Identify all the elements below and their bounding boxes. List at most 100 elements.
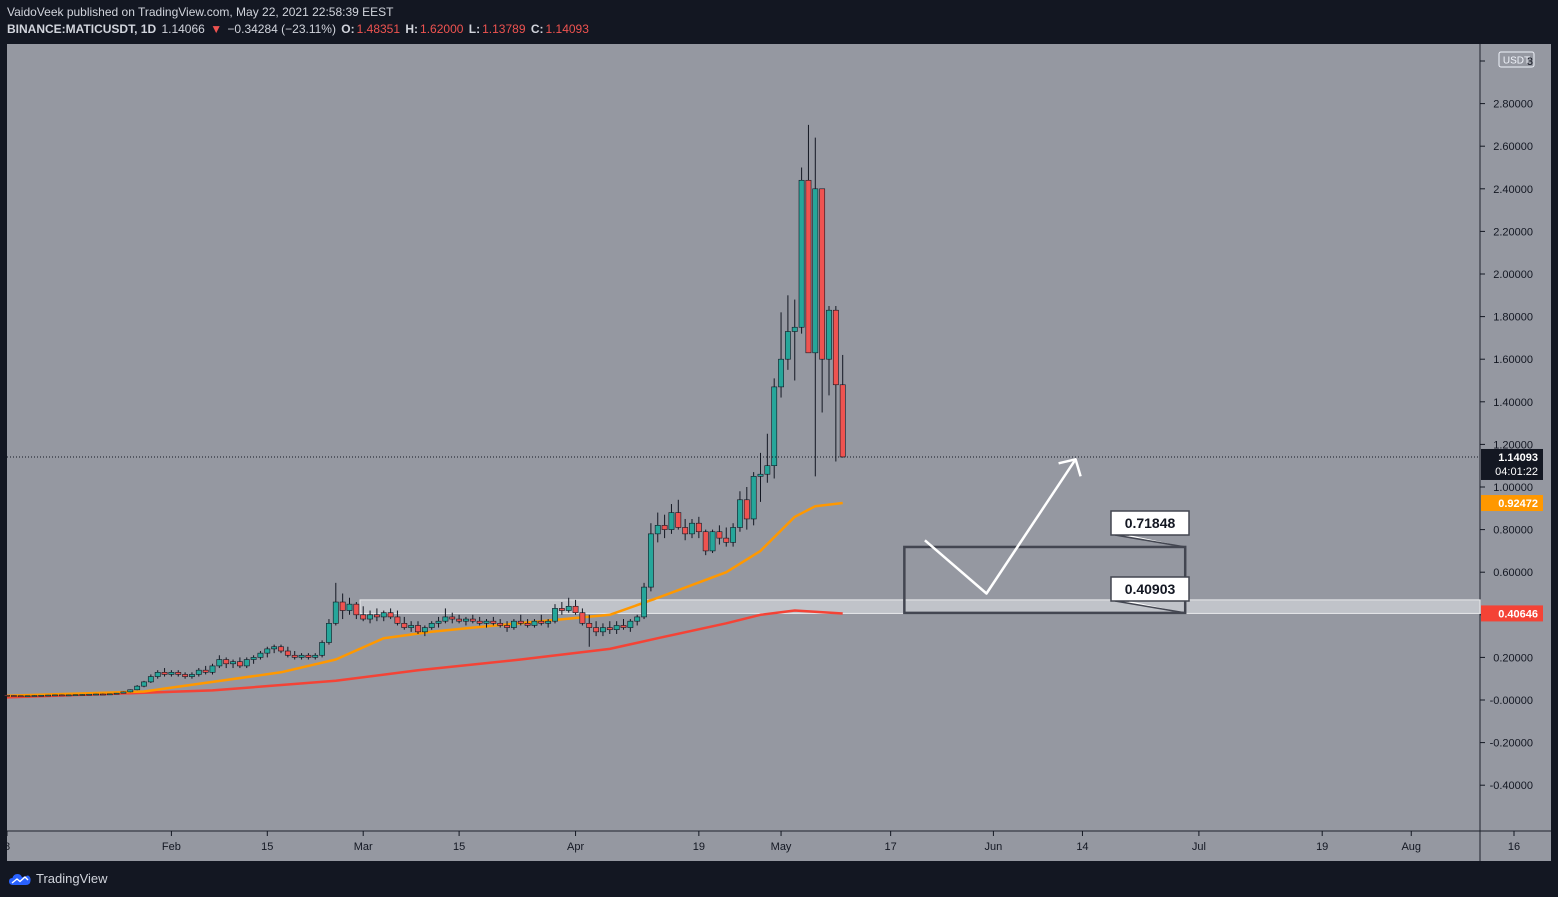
candle-up bbox=[647, 533, 654, 588]
candle-down bbox=[606, 627, 613, 631]
candles bbox=[4, 124, 846, 698]
candle-up bbox=[812, 188, 819, 354]
last-price-label: 1.14093 bbox=[1498, 452, 1538, 464]
candle-up bbox=[510, 620, 517, 628]
last-price-badge-bg bbox=[1481, 448, 1543, 480]
candle-up bbox=[147, 676, 154, 683]
candle-up bbox=[771, 386, 778, 467]
high-label: H: bbox=[405, 22, 419, 36]
price-tick-label: 1.60000 bbox=[1493, 354, 1533, 366]
candle-up bbox=[600, 627, 606, 633]
candle-up bbox=[127, 689, 134, 693]
candle-up bbox=[93, 693, 99, 696]
low-value: 1.13789 bbox=[482, 22, 526, 36]
open-value: 1.48351 bbox=[356, 22, 401, 36]
price-tick-label: 2.20000 bbox=[1493, 226, 1533, 238]
candle-up bbox=[737, 499, 743, 528]
countdown-label: 04:01:22 bbox=[1495, 466, 1538, 478]
candle-down bbox=[17, 695, 24, 698]
tradingview-logo[interactable]: TradingView bbox=[8, 871, 108, 886]
price-tick-label: -0.00000 bbox=[1490, 695, 1533, 707]
candle-down bbox=[449, 616, 456, 620]
support-zone-layer bbox=[359, 599, 1481, 614]
candle-up bbox=[243, 659, 250, 667]
high-value: 1.62000 bbox=[420, 22, 464, 36]
candle-down bbox=[291, 654, 298, 658]
candle-down bbox=[620, 625, 627, 628]
candle-up bbox=[346, 603, 353, 611]
price-tick-label: 1.20000 bbox=[1493, 439, 1533, 451]
candle-up bbox=[826, 309, 832, 360]
last-value: 1.14066 bbox=[161, 22, 205, 36]
candle-up bbox=[45, 694, 51, 697]
candle-down bbox=[223, 659, 230, 665]
time-tick-label: Jun bbox=[985, 841, 1003, 853]
candle-up bbox=[65, 694, 72, 697]
price-chart[interactable]: 3 2.80000 2.60000 2.40000 2.20000 2.00000 1.80… bbox=[0, 44, 1558, 861]
candle-up bbox=[264, 648, 271, 654]
candle-up bbox=[52, 694, 58, 697]
time-tick-label: Jul bbox=[1192, 841, 1206, 853]
price-scale[interactable] bbox=[1480, 44, 1551, 831]
drawings: 0.71848 0.40903 bbox=[7, 456, 1480, 615]
candle-up bbox=[778, 358, 784, 388]
ema-orange-label-bg bbox=[1481, 495, 1543, 512]
candle-up bbox=[209, 665, 216, 673]
time-tick-label: 16 bbox=[1508, 841, 1520, 853]
candle-up bbox=[230, 661, 236, 665]
candle-up bbox=[784, 331, 791, 360]
candle-down bbox=[360, 614, 367, 620]
candle-up bbox=[106, 693, 113, 696]
price-tick-label: 0.60000 bbox=[1493, 567, 1533, 579]
open-label: O: bbox=[341, 22, 355, 36]
candle-down bbox=[4, 695, 10, 697]
chart-pane[interactable] bbox=[7, 44, 1480, 831]
candle-down bbox=[469, 618, 476, 622]
candle-down bbox=[161, 672, 168, 675]
time-ticks: 8 Feb 15 Mar 15 Apr 19 May 17 Jun 14 Jul 19 Aug 16 bbox=[4, 831, 1520, 853]
candle-down bbox=[394, 616, 401, 624]
symbol-label[interactable]: BINANCE:MATICUSDT, 1D bbox=[7, 22, 157, 36]
candle-up bbox=[689, 522, 695, 535]
price-tick-label: 3 bbox=[1527, 56, 1533, 68]
price-tick-label: 1.80000 bbox=[1493, 312, 1533, 324]
candle-up bbox=[408, 625, 415, 628]
candle-down bbox=[284, 650, 291, 656]
close-label: C: bbox=[530, 22, 544, 36]
candle-up bbox=[86, 693, 93, 696]
candle-down bbox=[10, 695, 17, 697]
change-value: −0.34284 (−23.11%) bbox=[227, 22, 336, 36]
candle-up bbox=[168, 672, 175, 675]
candle-down bbox=[675, 512, 682, 528]
candle-up bbox=[271, 646, 278, 650]
candle-up bbox=[709, 531, 716, 552]
time-tick-label: Mar bbox=[354, 841, 373, 853]
price-tick-label: -0.40000 bbox=[1490, 780, 1533, 792]
candle-up bbox=[154, 672, 161, 677]
candle-down bbox=[339, 601, 346, 611]
low-label: L: bbox=[468, 22, 481, 36]
candle-up bbox=[463, 618, 469, 622]
support-zone bbox=[359, 599, 1481, 614]
currency-badge[interactable]: USDT bbox=[1498, 51, 1535, 68]
candle-down bbox=[387, 612, 394, 618]
time-scale[interactable] bbox=[7, 831, 1551, 861]
projected-path bbox=[924, 458, 1077, 595]
candle-up bbox=[326, 623, 332, 643]
candle-up bbox=[38, 695, 45, 697]
change-arrow-icon: ▼ bbox=[210, 22, 223, 36]
price-tick-label: 0.20000 bbox=[1493, 652, 1533, 664]
candle-up bbox=[72, 694, 79, 696]
candle-up bbox=[750, 476, 757, 520]
candle-up bbox=[195, 669, 202, 675]
candle-down bbox=[579, 612, 586, 624]
ema-red-line bbox=[6, 609, 843, 699]
candle-up bbox=[216, 659, 223, 667]
lower-price-callout-text: 0.40903 bbox=[1125, 581, 1176, 597]
candle-up bbox=[79, 694, 86, 696]
candle-down bbox=[401, 623, 408, 628]
candle-up bbox=[757, 473, 764, 477]
lower-price-callout-box bbox=[1110, 576, 1190, 602]
candle-up bbox=[668, 512, 675, 530]
price-tick-label: 0.80000 bbox=[1493, 525, 1533, 537]
